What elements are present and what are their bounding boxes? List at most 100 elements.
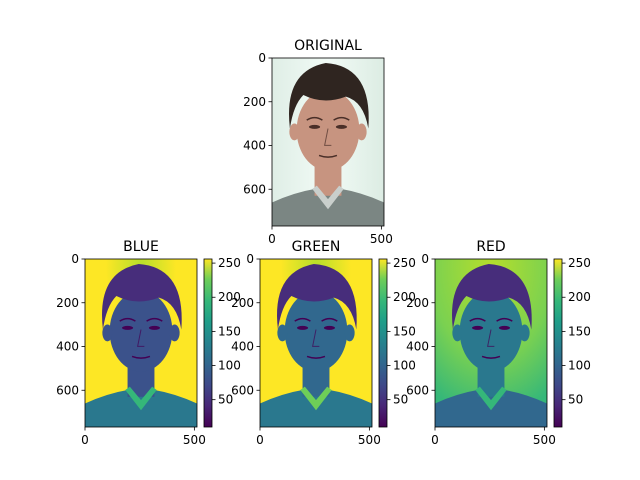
axes-frame [259, 258, 373, 428]
nose [487, 329, 495, 347]
left-ear [452, 324, 463, 342]
panel-title: GREEN [292, 239, 341, 255]
y-tick-label: 0 [258, 51, 266, 65]
collar-region [475, 386, 507, 411]
panel-blue: BLUE 0 200 400 600 0 500 50 100 150 200 250 [56, 239, 241, 447]
x-tick-label: 500 [533, 433, 556, 447]
colorbar-tick-label: 150 [568, 324, 591, 338]
y-tick-label: 200 [243, 95, 266, 109]
colorbar-tick-label: 100 [393, 359, 416, 373]
right-eye [335, 124, 348, 129]
colorbar-tick-label: 250 [393, 256, 416, 270]
y-tick-label: 400 [56, 340, 79, 354]
right-eyebrow [496, 317, 513, 322]
axes-frame [84, 258, 198, 428]
collar-region [125, 386, 157, 411]
y-tick-label: 600 [56, 383, 79, 397]
left-ear [277, 324, 288, 342]
colorbar-gradient [203, 258, 213, 428]
panel-red: RED 0 200 400 600 0 500 50 100 150 200 250 [406, 239, 591, 447]
colorbar-tick-label: 50 [568, 393, 583, 407]
panel-title: RED [476, 239, 505, 255]
mouth [306, 355, 326, 359]
left-eyebrow [469, 317, 486, 322]
left-eye [296, 325, 309, 330]
right-ear [519, 324, 530, 342]
panel-title: ORIGINAL [294, 38, 362, 54]
right-eye [148, 325, 161, 330]
y-tick-label: 400 [231, 340, 254, 354]
colorbar-tick-label: 100 [568, 359, 591, 373]
colorbar-tick-label: 50 [393, 393, 408, 407]
x-tick-label: 0 [268, 232, 276, 246]
right-ear [356, 123, 367, 141]
colorbar: 50 100 150 200 250 [553, 256, 591, 428]
nose [324, 128, 332, 146]
image-red [435, 259, 547, 427]
axes-frame [434, 258, 548, 428]
y-tick-label: 400 [406, 340, 429, 354]
collar-region [312, 185, 344, 210]
nose [312, 329, 320, 347]
left-ear [102, 324, 113, 342]
y-tick-label: 200 [56, 296, 79, 310]
nose [137, 329, 145, 347]
axes-frame [271, 57, 385, 227]
right-eye [323, 325, 336, 330]
hair-region [289, 63, 369, 129]
right-eyebrow [321, 317, 338, 322]
colorbar-tick-label: 250 [218, 256, 241, 270]
panel-title: BLUE [123, 239, 159, 255]
colorbar-gradient [553, 258, 563, 428]
colorbar-tick-label: 200 [393, 290, 416, 304]
panel-green: GREEN 0 200 400 600 0 500 50 100 150 200 250 [231, 239, 416, 447]
y-tick-label: 200 [406, 296, 429, 310]
colorbar-tick-label: 150 [218, 324, 241, 338]
colorbar: 50 100 150 200 250 [378, 256, 416, 428]
right-ear [344, 324, 355, 342]
hair-region [102, 264, 182, 330]
y-tick-label: 200 [231, 296, 254, 310]
y-tick-label: 0 [71, 252, 79, 266]
left-eye [121, 325, 134, 330]
colorbar-tick-label: 150 [393, 324, 416, 338]
x-tick-label: 500 [183, 433, 206, 447]
y-tick-label: 0 [421, 252, 429, 266]
hair-region [277, 264, 357, 330]
hair-region [452, 264, 532, 330]
y-tick-label: 600 [231, 383, 254, 397]
panel-original: ORIGINAL 0 200 400 600 0 500 [243, 38, 393, 246]
left-eyebrow [306, 116, 323, 121]
left-eye [471, 325, 484, 330]
colorbar: 50 100 150 200 250 [203, 256, 241, 428]
colorbar-tick-label: 200 [568, 290, 591, 304]
colorbar-tick-label: 100 [218, 359, 241, 373]
x-tick-label: 500 [358, 433, 381, 447]
collar-region [300, 386, 332, 411]
x-tick-label: 500 [370, 232, 393, 246]
left-eye [308, 124, 321, 129]
mouth [131, 355, 151, 359]
image-blue [85, 259, 197, 427]
mouth [318, 154, 338, 158]
y-tick-label: 0 [246, 252, 254, 266]
colorbar-gradient [378, 258, 388, 428]
right-eye [498, 325, 511, 330]
right-eyebrow [333, 116, 350, 121]
left-eyebrow [119, 317, 136, 322]
mouth [481, 355, 501, 359]
colorbar-tick-label: 250 [568, 256, 591, 270]
y-tick-label: 600 [406, 383, 429, 397]
x-tick-label: 0 [81, 433, 89, 447]
y-tick-label: 400 [243, 139, 266, 153]
left-ear [289, 123, 300, 141]
colorbar-tick-label: 50 [218, 393, 233, 407]
right-ear [169, 324, 180, 342]
colorbar-tick-label: 200 [218, 290, 241, 304]
right-eyebrow [146, 317, 163, 322]
x-tick-label: 0 [256, 433, 264, 447]
x-tick-label: 0 [431, 433, 439, 447]
left-eyebrow [294, 317, 311, 322]
